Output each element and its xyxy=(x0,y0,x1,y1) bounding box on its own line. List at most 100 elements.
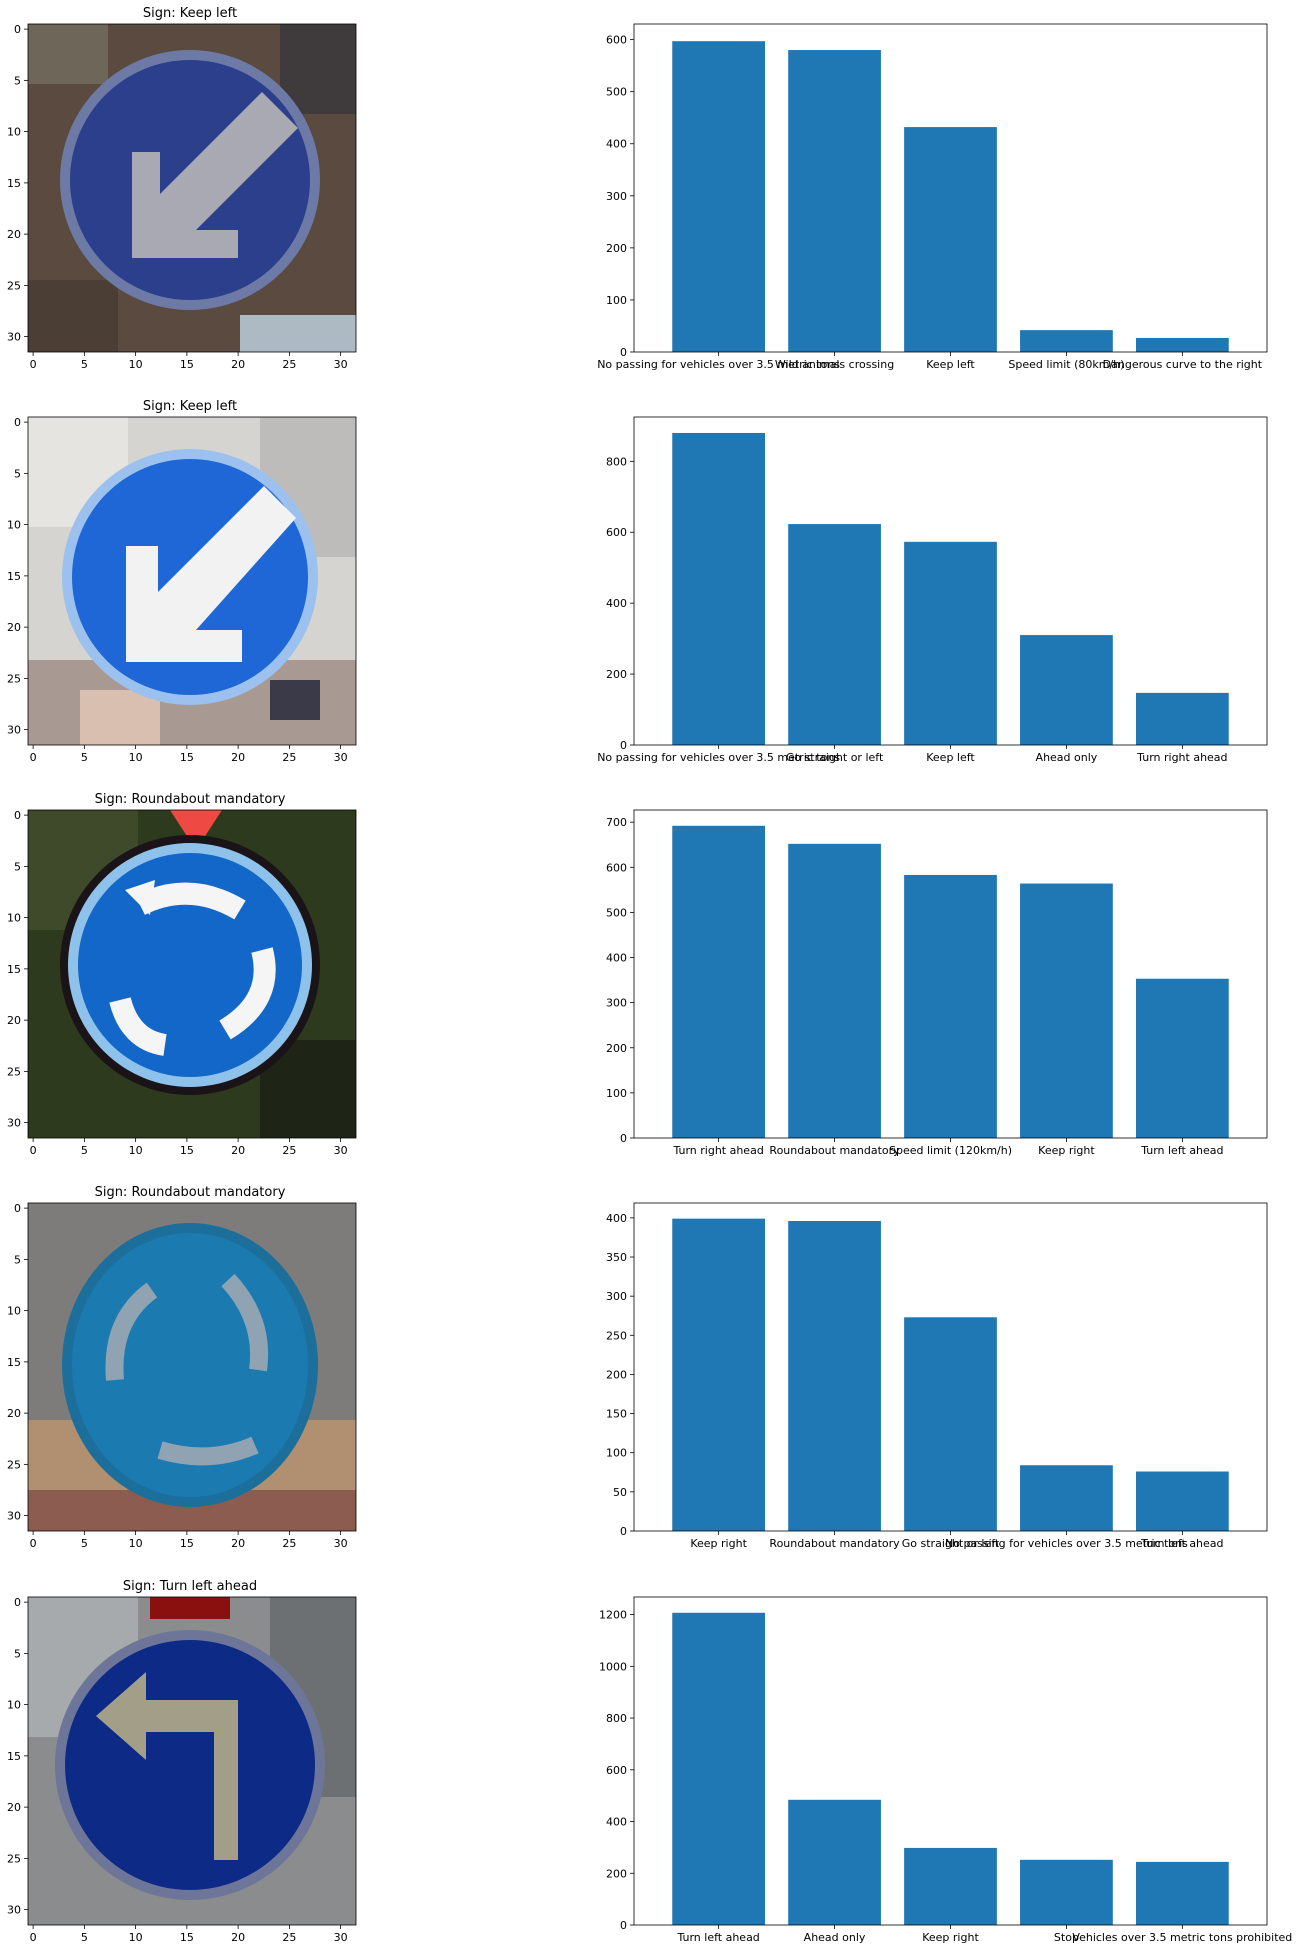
bar-chart-5: 0 200 400 600 800 1000 1200 Turn left ahead Ahea… xyxy=(599,1596,1292,1944)
image-y-tick-label: 0 xyxy=(14,809,21,822)
x-tick-label: Ahead only xyxy=(1036,751,1098,764)
sign-image-panel-2: Sign: Keep left xyxy=(27,399,357,746)
image-x-tick-label: 20 xyxy=(231,358,245,371)
image-x-tick-label: 15 xyxy=(180,751,194,764)
bar xyxy=(1020,1859,1113,1925)
y-tick-label: 0 xyxy=(620,1132,627,1145)
image-axis-ticks: 0 5 10 15 20 25 30 0 5 10 15 20 25 30 0 5 10 15 20 25 30 0 5 10… xyxy=(7,23,348,1944)
bar xyxy=(788,524,881,745)
bar xyxy=(904,127,997,352)
image-x-tick-label: 25 xyxy=(282,1144,296,1157)
bar xyxy=(1020,883,1113,1138)
image-y-tick-label: 15 xyxy=(7,1356,21,1369)
y-tick-label: 800 xyxy=(606,1712,627,1725)
x-tick-label: Keep right xyxy=(922,1931,979,1944)
image-x-tick-label: 5 xyxy=(81,1537,88,1550)
y-tick-label: 700 xyxy=(606,816,627,829)
image-y-tick-label: 5 xyxy=(14,1647,21,1660)
image-y-tick-label: 20 xyxy=(7,1407,21,1420)
bar xyxy=(1135,1471,1229,1531)
sign-image-panel-3: Sign: Roundabout mandatory xyxy=(27,792,357,1139)
sign-image-panel-1: Sign: Keep left xyxy=(27,6,357,353)
x-tick-label: Speed limit (120km/h) xyxy=(889,1144,1012,1157)
keep-left-sign-image xyxy=(28,417,356,745)
bar-chart-1: 0 100 200 300 400 500 600 No passing for vehicl… xyxy=(597,23,1268,371)
y-tick-label: 50 xyxy=(613,1486,627,1499)
bar xyxy=(904,1847,997,1925)
image-y-tick-label: 0 xyxy=(14,1202,21,1215)
bar xyxy=(1135,978,1229,1138)
image-x-tick-label: 0 xyxy=(30,1931,37,1944)
bar xyxy=(788,843,881,1138)
y-tick-label: 0 xyxy=(620,1919,627,1932)
x-tick-label: Speed limit (80km/h) xyxy=(1008,358,1124,371)
bar xyxy=(788,1799,881,1925)
x-tick-label: Ahead only xyxy=(804,1931,866,1944)
image-y-tick-label: 5 xyxy=(14,467,21,480)
image-y-tick-label: 10 xyxy=(7,1305,21,1318)
image-x-tick-label: 0 xyxy=(30,1537,37,1550)
image-title-5: Sign: Turn left ahead xyxy=(123,1579,257,1594)
y-tick-label: 250 xyxy=(606,1329,627,1342)
image-x-tick-label: 5 xyxy=(81,1931,88,1944)
image-y-tick-label: 25 xyxy=(7,1852,21,1865)
image-title-3: Sign: Roundabout mandatory xyxy=(95,792,286,807)
y-tick-label: 100 xyxy=(606,294,627,307)
image-x-tick-label: 5 xyxy=(81,1144,88,1157)
image-x-tick-label: 0 xyxy=(30,358,37,371)
image-y-tick-label: 25 xyxy=(7,1458,21,1471)
y-tick-label: 100 xyxy=(606,1087,627,1100)
image-x-tick-label: 20 xyxy=(231,1144,245,1157)
image-y-tick-label: 30 xyxy=(7,1904,21,1917)
y-tick-label: 600 xyxy=(606,526,627,539)
image-x-tick-label: 30 xyxy=(334,1931,348,1944)
image-y-tick-label: 25 xyxy=(7,672,21,685)
image-y-tick-label: 20 xyxy=(7,1014,21,1027)
bar xyxy=(672,1218,766,1531)
image-y-tick-label: 25 xyxy=(7,279,21,292)
x-tick-label: Vehicles over 3.5 metric tons prohibited xyxy=(1072,1931,1292,1944)
x-tick-label: Stop xyxy=(1054,1931,1079,1944)
image-y-tick-label: 0 xyxy=(14,1596,21,1609)
image-x-tick-label: 10 xyxy=(129,358,143,371)
sign-image-panel-4: Sign: Roundabout mandatory xyxy=(27,1185,357,1532)
bar-chart-3: 0 100 200 300 400 500 600 700 Turn right ahead Ro… xyxy=(606,809,1268,1157)
bar xyxy=(904,874,997,1138)
y-tick-label: 600 xyxy=(606,1764,627,1777)
x-tick-label: Turn right ahead xyxy=(672,1144,763,1157)
y-tick-label: 400 xyxy=(606,138,627,151)
y-tick-label: 0 xyxy=(620,1525,627,1538)
x-tick-label: Turn left ahead xyxy=(676,1931,759,1944)
bar xyxy=(672,1612,766,1925)
image-y-tick-label: 30 xyxy=(7,331,21,344)
image-y-tick-label: 20 xyxy=(7,228,21,241)
image-y-tick-label: 30 xyxy=(7,1510,21,1523)
image-x-tick-label: 25 xyxy=(282,1931,296,1944)
x-tick-label: Dangerous curve to the right xyxy=(1103,358,1263,371)
y-tick-label: 1000 xyxy=(599,1660,627,1673)
y-tick-label: 500 xyxy=(606,86,627,99)
bar xyxy=(672,825,766,1138)
x-tick-label: Keep right xyxy=(690,1537,747,1550)
y-tick-label: 200 xyxy=(606,1867,627,1880)
image-x-tick-label: 10 xyxy=(129,1931,143,1944)
image-x-tick-label: 15 xyxy=(180,1144,194,1157)
x-tick-label: No passing for vehicles over 3.5 metric … xyxy=(597,358,840,371)
x-tick-label: Keep left xyxy=(926,751,975,764)
y-tick-label: 400 xyxy=(606,597,627,610)
y-tick-label: 0 xyxy=(620,346,627,359)
bar xyxy=(904,1317,997,1531)
y-tick-label: 1200 xyxy=(599,1609,627,1622)
y-tick-label: 500 xyxy=(606,906,627,919)
x-tick-label: No passing for vehicles over 3.5 metric … xyxy=(597,751,840,764)
x-tick-label: Wild animals crossing xyxy=(775,358,894,371)
image-x-tick-label: 20 xyxy=(231,751,245,764)
image-y-tick-label: 20 xyxy=(7,1801,21,1814)
y-tick-label: 300 xyxy=(606,190,627,203)
image-title-4: Sign: Roundabout mandatory xyxy=(95,1185,286,1200)
image-y-tick-label: 15 xyxy=(7,1750,21,1763)
y-tick-label: 200 xyxy=(606,242,627,255)
y-tick-label: 100 xyxy=(606,1447,627,1460)
image-title-2: Sign: Keep left xyxy=(143,399,237,414)
x-tick-label: Roundabout mandatory xyxy=(769,1537,900,1550)
